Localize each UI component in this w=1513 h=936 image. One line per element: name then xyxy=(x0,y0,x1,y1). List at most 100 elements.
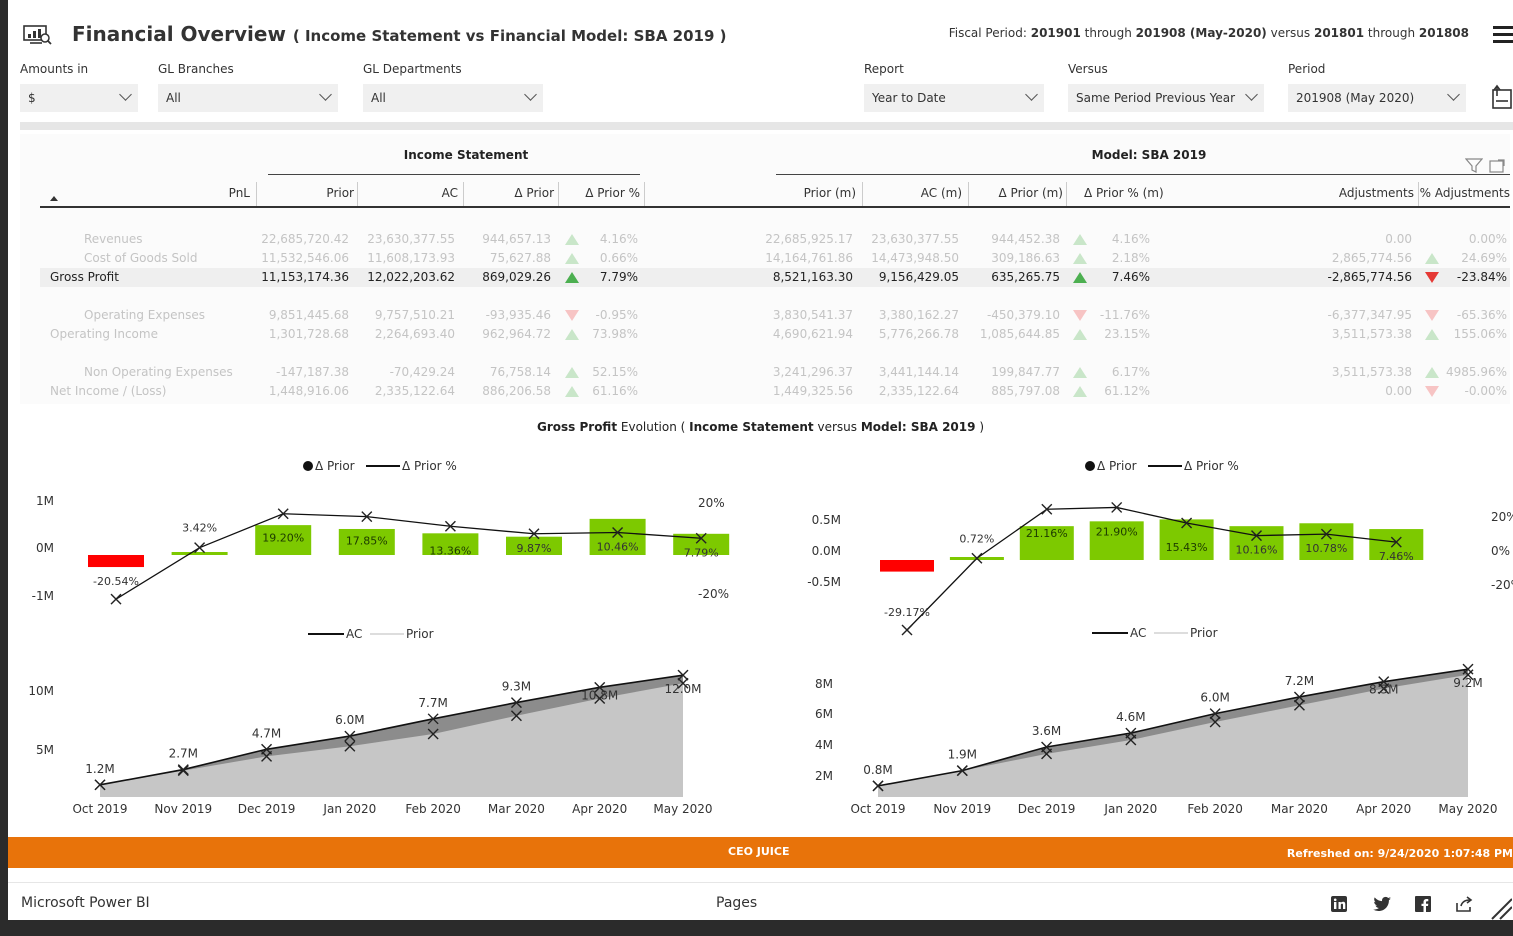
column-header[interactable]: PnL xyxy=(228,186,250,200)
cell-dprior: 75,627.88 xyxy=(489,251,551,265)
column-header[interactable]: Adjustments xyxy=(1338,186,1414,200)
cell-dpct-m: 4.16% xyxy=(1111,232,1150,246)
period-dropdown[interactable]: 201908 (May 2020) xyxy=(1288,84,1466,112)
legend-dot-icon xyxy=(1085,461,1095,471)
group-underline xyxy=(776,174,1510,175)
x-tick-label: Jan 2020 xyxy=(322,802,376,816)
x-tick-label: Mar 2020 xyxy=(488,802,545,816)
table-row[interactable]: Gross Profit 11,153,174.36 12,022,203.62 86… xyxy=(40,268,1510,287)
ac-data-label: 2.7M xyxy=(169,747,198,761)
column-header[interactable]: AC (m) xyxy=(920,186,962,200)
cross-marker xyxy=(510,710,522,722)
versus-dropdown[interactable]: Same Period Previous Year xyxy=(1068,84,1264,112)
cell-dprior-m: -450,379.10 xyxy=(986,308,1060,322)
pct-data-label: -29.17% xyxy=(884,606,930,619)
cross-marker xyxy=(1462,669,1474,681)
y-tick-label: 10M xyxy=(28,684,54,698)
linkedin-icon[interactable] xyxy=(1330,895,1348,913)
charts-title-part: ) xyxy=(979,420,984,434)
cross-marker xyxy=(94,779,106,791)
cell-ac: 2,264,693.40 xyxy=(374,327,455,341)
cell-adjpct: -65.36% xyxy=(1456,308,1507,322)
column-header[interactable]: Δ Prior % (m) xyxy=(1084,186,1164,200)
triangle-down-icon xyxy=(1425,272,1439,283)
y-tick-label: -0.5M xyxy=(807,575,841,589)
y-tick-label: 5M xyxy=(36,743,54,757)
column-separator xyxy=(644,182,645,206)
ac-data-label: 4.6M xyxy=(1116,710,1145,724)
filter-label: Versus xyxy=(1068,62,1108,76)
table-row[interactable]: Revenues 22,685,720.42 23,630,377.55 944,65… xyxy=(40,230,1510,249)
table-row[interactable]: Operating Expenses 9,851,445.68 9,757,510.… xyxy=(40,306,1510,325)
cell-prior-m: 4,690,621.94 xyxy=(772,327,853,341)
x-tick-label: Oct 2019 xyxy=(72,802,127,816)
cell-prior: 1,301,728.68 xyxy=(268,327,349,341)
gl-branches-dropdown[interactable]: All xyxy=(158,84,338,112)
cell-prior-m: 3,241,296.37 xyxy=(772,365,853,379)
variance-bar xyxy=(255,525,312,555)
triangle-up-icon xyxy=(565,234,579,245)
table-row[interactable]: Operating Income 1,301,728.68 2,264,693.40… xyxy=(40,325,1510,344)
triangle-up-icon xyxy=(565,253,579,264)
column-header[interactable]: Δ Prior % xyxy=(585,186,640,200)
cell-dpct-m: 7.46% xyxy=(1111,270,1150,284)
cross-marker xyxy=(956,765,968,777)
table-row[interactable]: Cost of Goods Sold 11,532,546.06 11,608,17… xyxy=(40,249,1510,268)
cell-dpct: 52.15% xyxy=(592,365,638,379)
facebook-icon[interactable] xyxy=(1414,895,1432,913)
column-header[interactable]: Δ Prior xyxy=(514,186,554,200)
amounts-in-dropdown[interactable]: $ xyxy=(20,84,138,112)
cross-marker xyxy=(1181,517,1193,529)
variance-bar xyxy=(1299,523,1354,560)
column-separator xyxy=(1066,182,1067,206)
cross-marker xyxy=(427,713,439,725)
cell-dpct-m: 61.12% xyxy=(1104,384,1150,398)
table-row[interactable]: Non Operating Expenses -147,187.38 -70,429… xyxy=(40,363,1510,382)
filter-report: Report Year to Date xyxy=(864,62,1044,112)
x-tick-label: May 2020 xyxy=(1438,802,1497,816)
filter-icon[interactable] xyxy=(1464,158,1484,174)
y-tick-label: 0M xyxy=(36,541,54,555)
cross-marker xyxy=(1209,716,1221,728)
filter-gl-departments: GL Departments All xyxy=(363,62,543,112)
ac-data-label: 3.6M xyxy=(1032,724,1061,738)
row-label: Operating Expenses xyxy=(84,308,205,322)
fiscal-period-text: Fiscal Period: 201901 through 201908 (Ma… xyxy=(949,26,1469,40)
share-icon[interactable] xyxy=(1454,895,1474,913)
focus-mode-icon[interactable] xyxy=(1488,158,1506,174)
legend-label: AC xyxy=(1130,626,1146,640)
cross-marker xyxy=(361,511,373,523)
chevron-down-icon xyxy=(1025,88,1038,101)
cell-prior: -147,187.38 xyxy=(275,365,349,379)
column-header[interactable]: % Adjustments xyxy=(1419,186,1510,200)
filter-gl-branches: GL Branches All xyxy=(158,62,338,112)
export-icon[interactable] xyxy=(1491,84,1513,112)
column-header[interactable]: Prior (m) xyxy=(803,186,856,200)
column-header[interactable]: AC xyxy=(441,186,458,200)
report-dropdown[interactable]: Year to Date xyxy=(864,84,1044,112)
pages-button[interactable]: Pages xyxy=(716,895,758,911)
gl-departments-dropdown[interactable]: All xyxy=(363,84,543,112)
triangle-up-icon xyxy=(1073,329,1087,340)
cell-adj: 0.00 xyxy=(1385,384,1412,398)
x-tick-label: Feb 2020 xyxy=(1187,802,1243,816)
sort-ascending-icon[interactable] xyxy=(50,196,58,201)
chevron-down-icon xyxy=(1447,88,1460,101)
triangle-up-icon xyxy=(565,329,579,340)
cross-marker xyxy=(1125,734,1137,746)
pct-data-label: 10.78% xyxy=(1305,542,1347,555)
table-row[interactable]: Net Income / (Loss) 1,448,916.06 2,335,122… xyxy=(40,382,1510,401)
column-header[interactable]: Δ Prior (m) xyxy=(998,186,1063,200)
powerbi-link[interactable]: Microsoft Power BI xyxy=(21,895,150,911)
pct-data-label: 15.43% xyxy=(1166,541,1208,554)
ac-data-label: 9.3M xyxy=(502,680,531,694)
menu-hamburger-icon[interactable] xyxy=(1493,26,1513,44)
twitter-icon[interactable] xyxy=(1372,895,1392,913)
expand-corner-icon[interactable] xyxy=(1490,895,1512,920)
pct-data-label: 19.20% xyxy=(262,532,304,545)
cross-marker xyxy=(1378,683,1390,695)
column-header[interactable]: Prior xyxy=(326,186,354,200)
ac-data-label: 6.0M xyxy=(1200,691,1229,705)
ac-data-label: 9.2M xyxy=(1453,676,1482,690)
cell-adj: 3,511,573.38 xyxy=(1331,327,1412,341)
